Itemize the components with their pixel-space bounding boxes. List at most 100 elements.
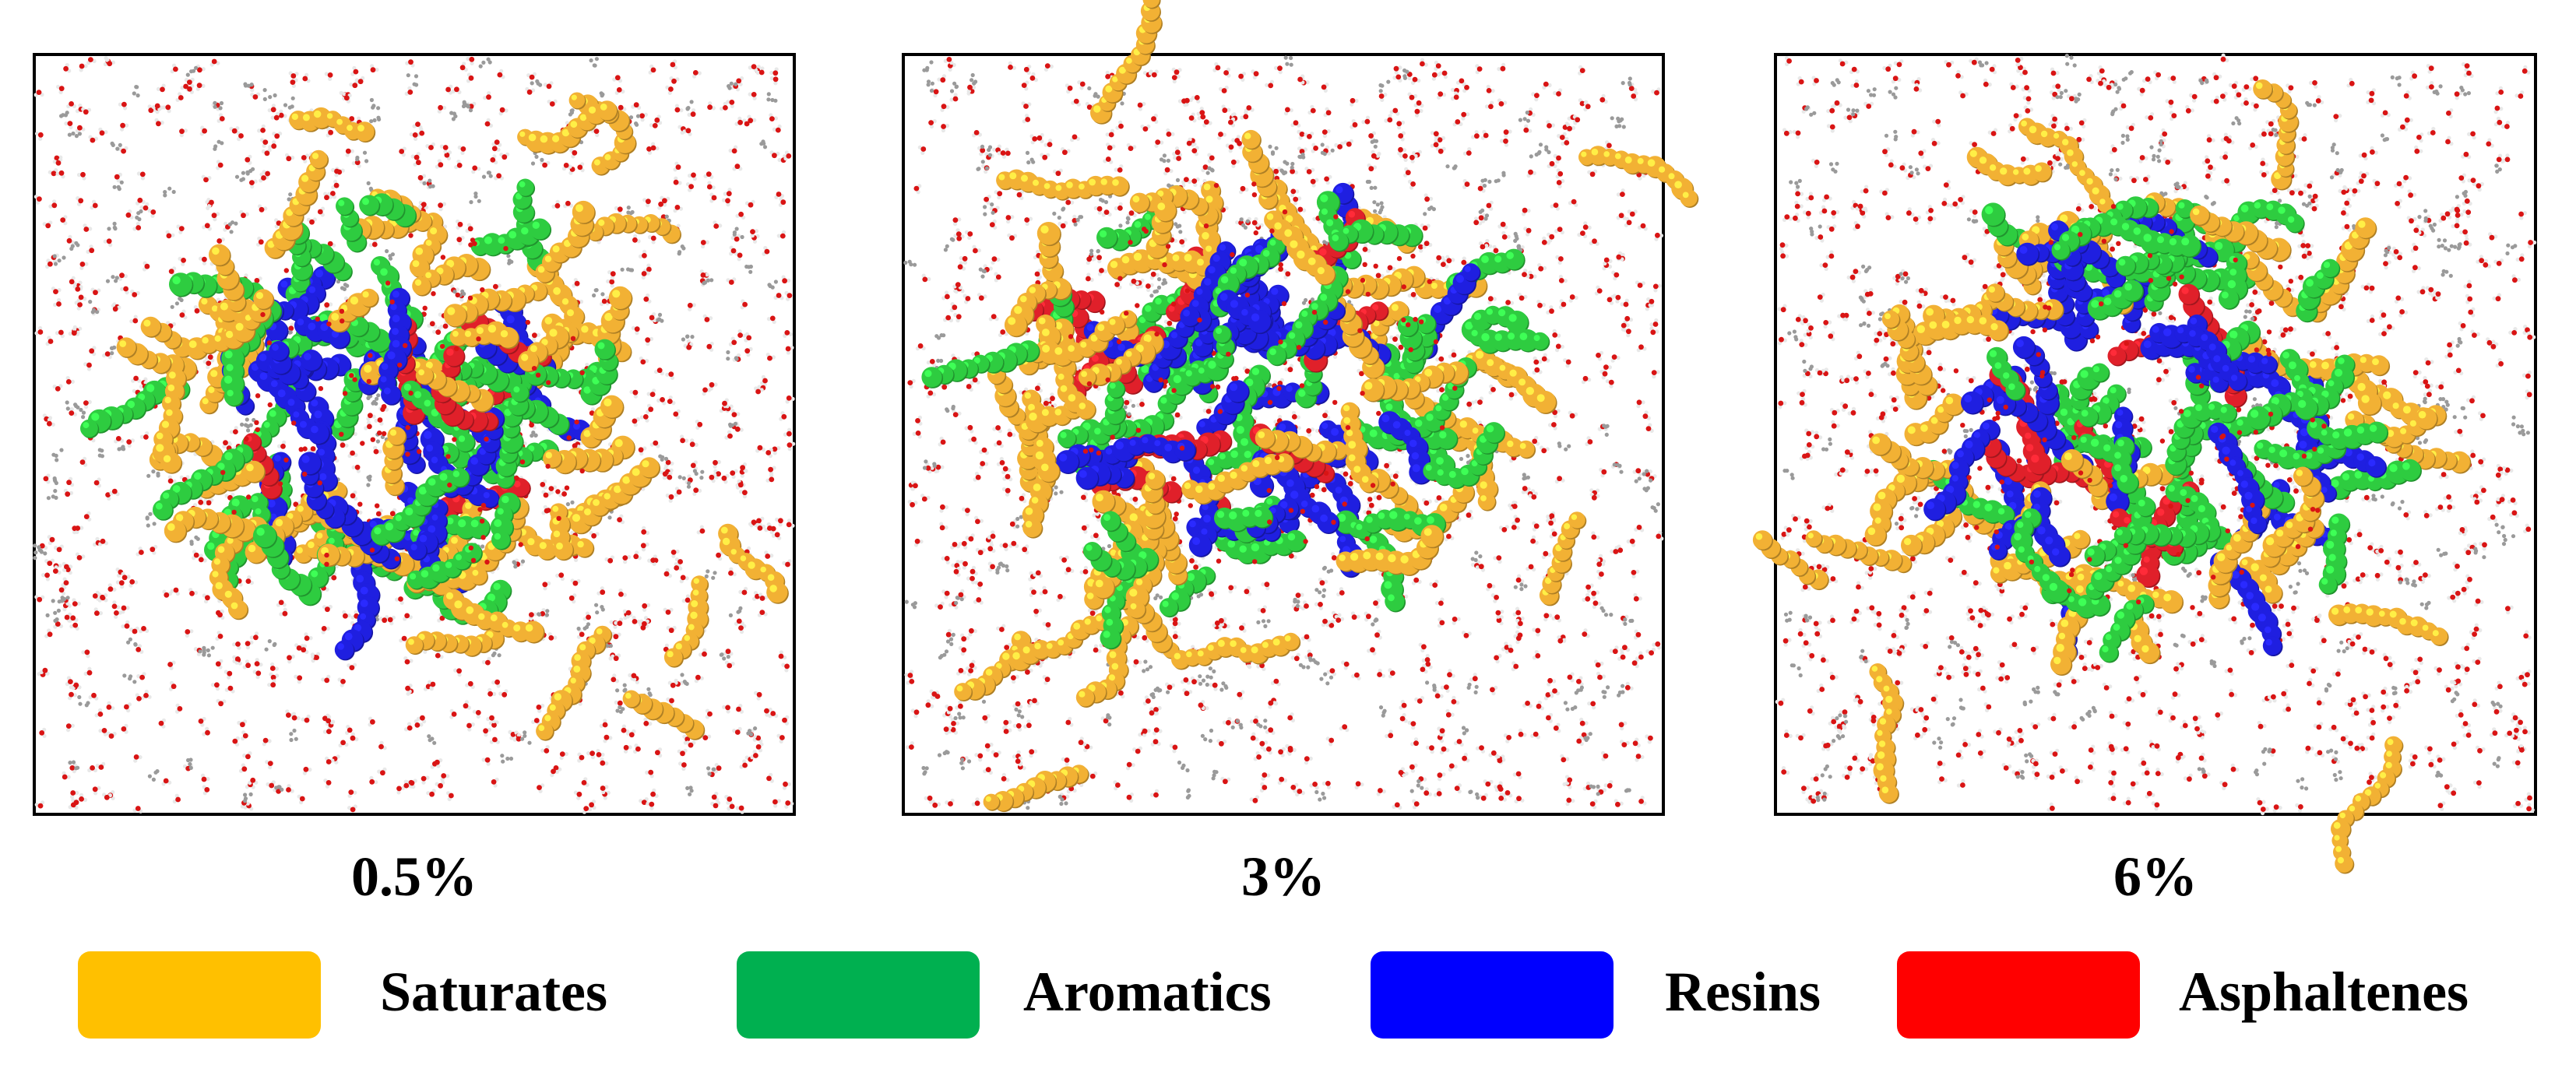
water-oxygen (1408, 347, 1413, 353)
saturate-molecule (1255, 428, 1275, 448)
water-oxygen (1448, 763, 1455, 769)
water-oxygen (2462, 721, 2469, 726)
water-oxygen (1151, 72, 1157, 78)
water-oxygen (537, 785, 542, 790)
water-oxygen (238, 133, 244, 139)
water-oxygen (459, 65, 466, 71)
water-oxygen (357, 79, 364, 85)
water-oxygen (1437, 137, 1443, 142)
water-oxygen (207, 354, 213, 360)
water-oxygen (728, 570, 734, 576)
water-oxygen (415, 121, 421, 127)
water-oxygen (1410, 292, 1416, 297)
water-oxygen (737, 332, 743, 338)
water-oxygen (2381, 312, 2387, 318)
water-oxygen (2285, 621, 2291, 627)
water-oxygen (1895, 680, 1901, 686)
water-oxygen (728, 279, 734, 285)
water-oxygen (1941, 201, 1948, 206)
water-oxygen (2492, 730, 2498, 736)
saturate-molecule (1129, 192, 1149, 213)
water-oxygen (736, 78, 742, 84)
water-oxygen (245, 578, 252, 584)
water-oxygen (1230, 251, 1235, 258)
water-oxygen (286, 787, 291, 793)
water-oxygen (297, 675, 303, 681)
water-oxygen (1237, 140, 1242, 146)
water-oxygen (1582, 224, 1589, 230)
water-oxygen (734, 236, 740, 242)
water-oxygen (1909, 594, 1916, 600)
water-oxygen (1176, 156, 1181, 161)
water-oxygen (2154, 802, 2160, 808)
water-oxygen (1246, 105, 1252, 111)
water-oxygen (1172, 744, 1178, 750)
water-oxygen (1096, 255, 1102, 261)
water-oxygen (1015, 722, 1022, 729)
water-oxygen (1387, 117, 1393, 123)
water-oxygen (1170, 476, 1177, 482)
water-oxygen (1089, 773, 1096, 779)
water-oxygen (1501, 527, 1508, 532)
water-oxygen (674, 107, 681, 113)
water-oxygen (1918, 287, 1924, 293)
water-oxygen (466, 722, 472, 729)
water-oxygen (1537, 302, 1543, 308)
water-oxygen (975, 474, 981, 480)
water-oxygen (2213, 75, 2219, 81)
water-oxygen (2494, 105, 2500, 111)
water-oxygen (476, 336, 481, 342)
water-oxygen (1946, 674, 1951, 680)
water-oxygen (1968, 378, 1974, 384)
water-oxygen (684, 597, 691, 603)
water-oxygen (270, 682, 276, 688)
water-oxygen (1860, 766, 1866, 771)
water-oxygen (632, 237, 638, 243)
simulation-snapshot-2 (903, 0, 1699, 813)
water-oxygen (1590, 701, 1596, 707)
water-oxygen (1264, 582, 1270, 588)
water-oxygen (680, 750, 685, 757)
water-oxygen (1557, 170, 1564, 177)
water-oxygen (1599, 571, 1604, 577)
water-oxygen (1422, 225, 1428, 231)
water-oxygen (132, 318, 139, 324)
water-oxygen (572, 443, 578, 449)
water-oxygen (440, 255, 446, 260)
water-oxygen (1518, 620, 1523, 627)
water-oxygen (787, 442, 793, 448)
water-oxygen (1579, 100, 1585, 107)
water-oxygen (1124, 311, 1129, 316)
water-oxygen (2316, 724, 2322, 730)
water-oxygen (1612, 648, 1618, 655)
water-oxygen (1852, 755, 1858, 761)
water-oxygen (398, 596, 403, 602)
water-oxygen (1868, 392, 1874, 397)
water-oxygen (1441, 262, 1446, 267)
water-oxygen (1432, 582, 1438, 588)
water-oxygen (454, 86, 459, 93)
water-oxygen (555, 489, 561, 494)
water-oxygen (632, 418, 638, 424)
water-oxygen (1567, 674, 1573, 680)
water-oxygen (1310, 107, 1316, 114)
water-oxygen (2095, 665, 2101, 670)
water-oxygen (1885, 66, 1892, 72)
water-oxygen (2051, 123, 2057, 129)
water-oxygen (716, 765, 722, 771)
water-oxygen (564, 485, 570, 490)
water-oxygen (617, 700, 623, 706)
water-oxygen (1642, 413, 1649, 420)
water-oxygen (368, 413, 373, 419)
water-oxygen (1304, 756, 1310, 762)
water-oxygen (302, 446, 308, 452)
water-oxygen (89, 348, 95, 354)
water-oxygen (526, 89, 533, 95)
water-oxygen (542, 582, 548, 588)
water-oxygen (617, 206, 623, 213)
water-oxygen (1133, 659, 1139, 665)
water-oxygen (2154, 743, 2160, 749)
water-oxygen (1342, 724, 1348, 730)
water-oxygen (1410, 721, 1416, 726)
water-oxygen (1842, 403, 1848, 409)
